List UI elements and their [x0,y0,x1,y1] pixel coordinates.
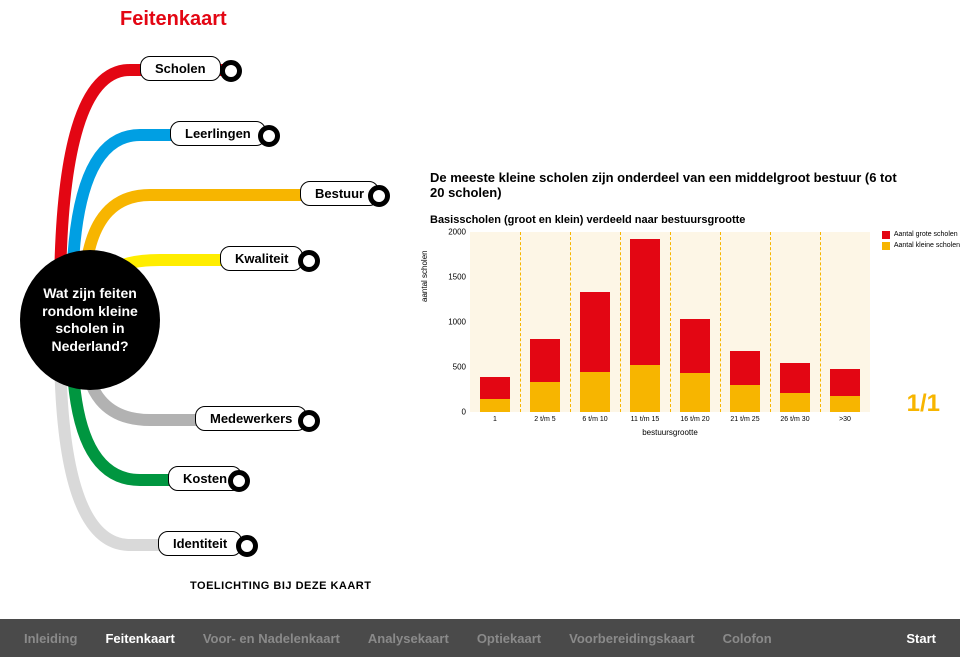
x-tick-label: 26 t/m 30 [780,416,809,423]
station-label-identiteit[interactable]: Identiteit [158,531,242,556]
legend-swatch [882,231,890,239]
x-tick-label: 2 t/m 5 [534,416,555,423]
nav-item[interactable]: Voorbereidingskaart [569,631,694,646]
grid-line [720,232,721,412]
legend-item: Aantal grote scholen [882,230,960,239]
x-tick-label: 6 t/m 10 [582,416,607,423]
chart-headline: De meeste kleine scholen zijn onderdeel … [430,170,910,200]
station-dot-medewerkers[interactable] [298,410,320,432]
nav-item[interactable]: Analysekaart [368,631,449,646]
y-axis-title: aantal scholen [420,250,429,302]
toelichting-label[interactable]: TOELICHTING BIJ DEZE KAART [190,580,371,592]
page-title: Feitenkaart [120,8,227,31]
chart-area: aantal scholen 050010001500200012 t/m 56… [470,232,900,432]
x-axis-title: bestuursgrootte [642,428,698,437]
grid-line [670,232,671,412]
hub-circle: Wat zijn feiten rondom kleine scholen in… [20,250,160,390]
nav-item[interactable]: Voor- en Nadelenkaart [203,631,340,646]
x-tick-label: 1 [493,416,497,423]
station-dot-identiteit[interactable] [236,535,258,557]
legend-swatch [882,242,890,250]
chart-subtitle: Basisscholen (groot en klein) verdeeld n… [430,214,910,226]
station-label-scholen[interactable]: Scholen [140,56,221,81]
grid-line [520,232,521,412]
station-label-leerlingen[interactable]: Leerlingen [170,121,266,146]
nav-item[interactable]: Optiekaart [477,631,541,646]
nav-item[interactable]: Feitenkaart [105,631,174,646]
y-tick-label: 2000 [438,228,466,237]
station-dot-kosten[interactable] [228,470,250,492]
page-indicator: 1/1 [907,390,940,418]
grid-line [570,232,571,412]
bottom-nav: Inleiding Feitenkaart Voor- en Nadelenkaar… [0,619,960,657]
bar-segment-grote [630,239,660,365]
bar-segment-grote [680,319,710,373]
chart-legend: Aantal grote scholen Aantal kleine schole… [882,230,960,252]
bar-segment-kleine [580,372,610,413]
legend-label: Aantal grote scholen [894,230,958,239]
bar-segment-grote [830,369,860,396]
bar-segment-grote [730,351,760,385]
chart-panel: De meeste kleine scholen zijn onderdeel … [430,170,910,432]
bar-segment-kleine [530,382,560,412]
grid-line [820,232,821,412]
station-dot-kwaliteit[interactable] [298,250,320,272]
bar-segment-kleine [730,385,760,412]
y-tick-label: 1500 [438,273,466,282]
x-tick-label: 11 t/m 15 [631,416,660,423]
nav-item[interactable]: Colofon [723,631,772,646]
bar-segment-grote [530,339,560,382]
legend-item: Aantal kleine scholen [882,241,960,250]
bar-segment-grote [780,363,810,393]
y-tick-label: 500 [438,363,466,372]
station-dot-scholen[interactable] [220,60,242,82]
bar-segment-kleine [680,373,710,412]
station-label-kwaliteit[interactable]: Kwaliteit [220,246,303,271]
bar-segment-kleine [480,399,510,413]
bar-segment-kleine [830,396,860,412]
x-tick-label: 21 t/m 25 [730,416,759,423]
hub-text: Wat zijn feiten rondom kleine scholen in… [34,285,146,355]
bar-segment-grote [480,377,510,399]
x-tick-label: 16 t/m 20 [680,416,709,423]
legend-label: Aantal kleine scholen [894,241,960,250]
station-dot-bestuur[interactable] [368,185,390,207]
station-dot-leerlingen[interactable] [258,125,280,147]
y-tick-label: 0 [438,408,466,417]
bar-segment-kleine [780,393,810,412]
x-tick-label: >30 [839,416,851,423]
bar-segment-kleine [630,365,660,412]
grid-line [770,232,771,412]
bar-segment-grote [580,292,610,371]
nav-item[interactable]: Inleiding [24,631,77,646]
nav-start[interactable]: Start [906,631,936,646]
station-label-medewerkers[interactable]: Medewerkers [195,406,307,431]
y-tick-label: 1000 [438,318,466,327]
grid-line [620,232,621,412]
chart-plot: 050010001500200012 t/m 56 t/m 1011 t/m 1… [470,232,870,412]
